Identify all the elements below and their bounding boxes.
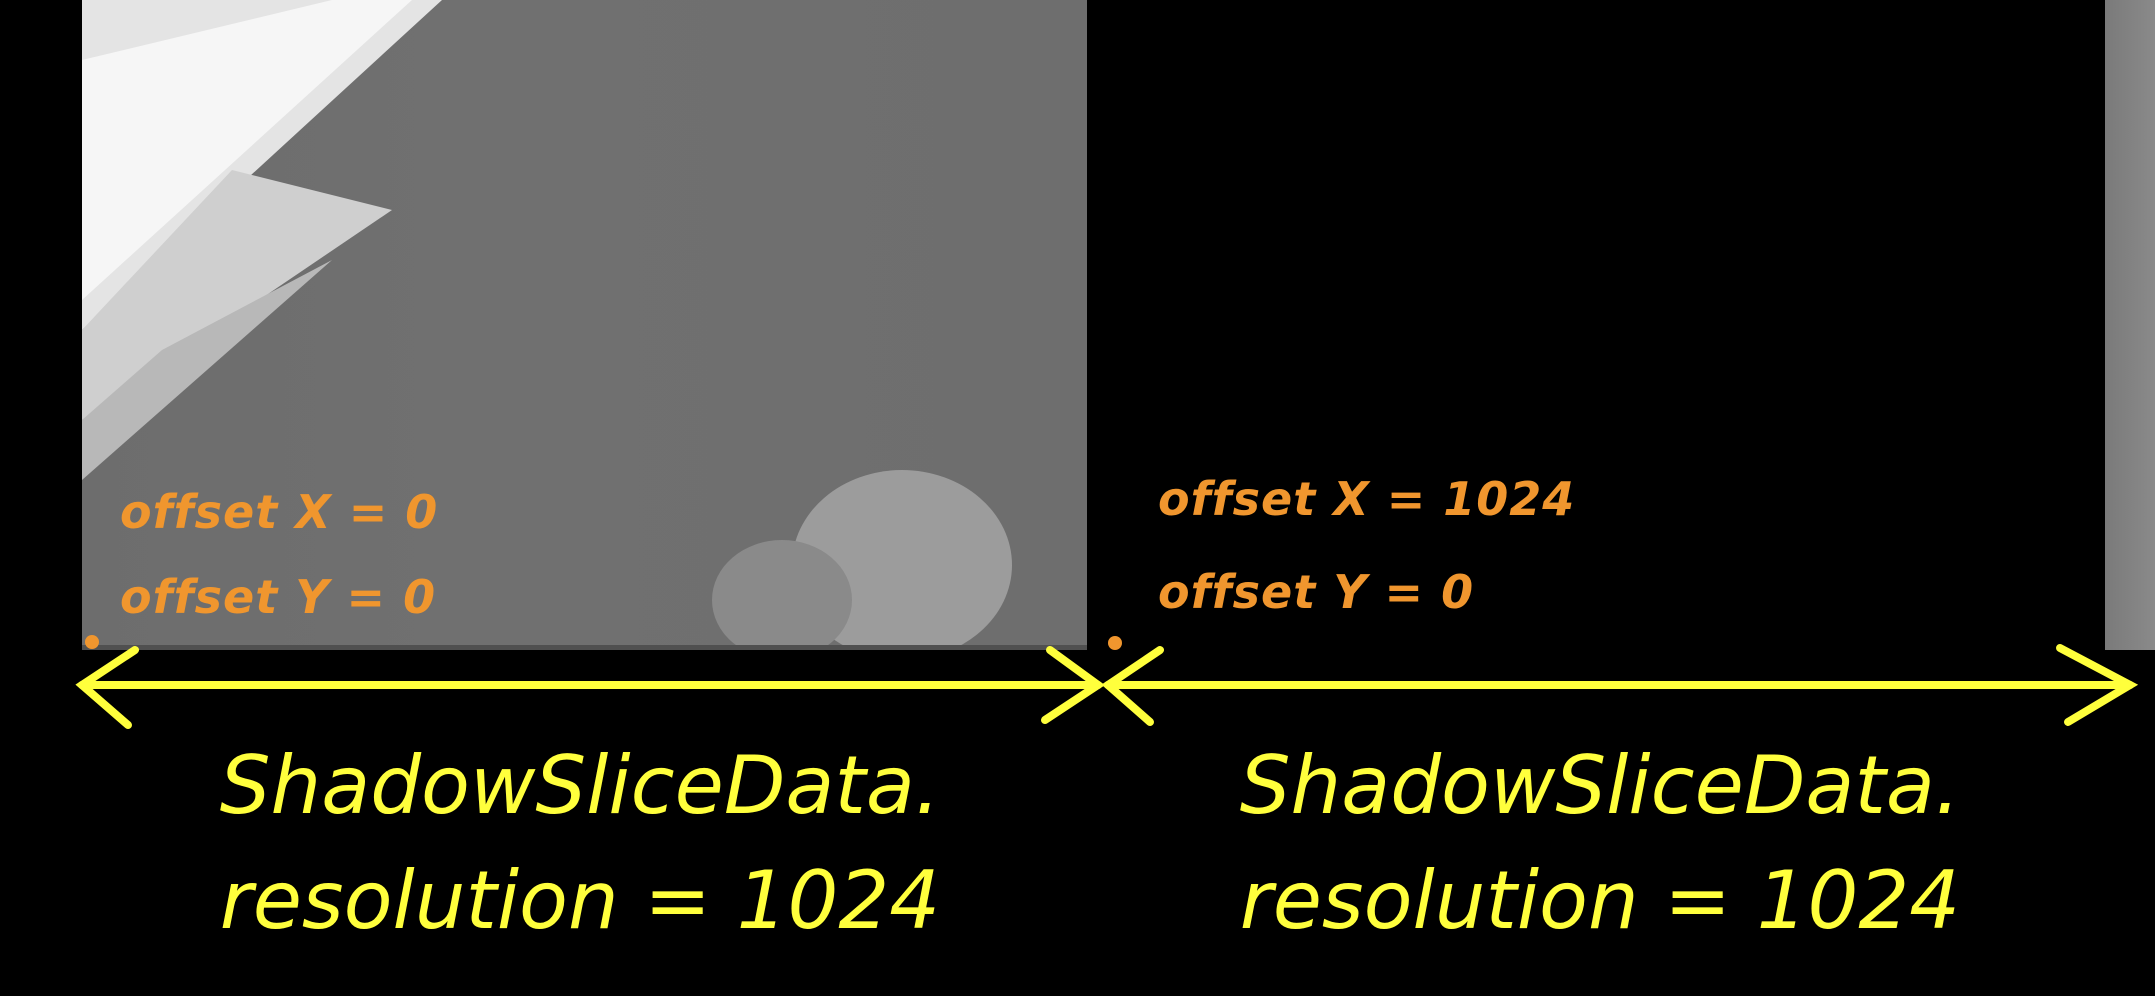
slice-1-offset-x-label: offset X = 1024 (1158, 472, 1576, 526)
slice-0-offset-y-label: offset Y = 0 (120, 570, 437, 624)
slice-1-width-arrow (1101, 644, 2139, 726)
light-bar-highlight (82, 0, 412, 300)
slice-1-data-label: ShadowSliceData. (1239, 739, 1961, 832)
shadow-slice-2-image (2105, 0, 2155, 650)
shadow-slice-0-image (82, 0, 1087, 660)
slice-0-origin-dot (85, 635, 99, 649)
slice-0-resolution-label: resolution = 1024 (219, 854, 941, 947)
slice-1-offset-y-label: offset Y = 0 (1158, 565, 1475, 619)
slice-0-offset-x-label: offset X = 0 (120, 485, 439, 539)
slice-0-data-label: ShadowSliceData. (219, 739, 941, 832)
slice-0-width-arrow (75, 646, 1106, 729)
slice-bottom-edge (82, 645, 1087, 650)
slice-1-resolution-label: resolution = 1024 (1239, 854, 1961, 947)
shadow-slice-1-image (1105, 0, 2105, 650)
blob-shape-2 (712, 540, 852, 660)
slice-1-origin-dot (1108, 636, 1122, 650)
shadow-slice-0-shapes (82, 0, 1087, 660)
light-block-edge (82, 260, 332, 480)
